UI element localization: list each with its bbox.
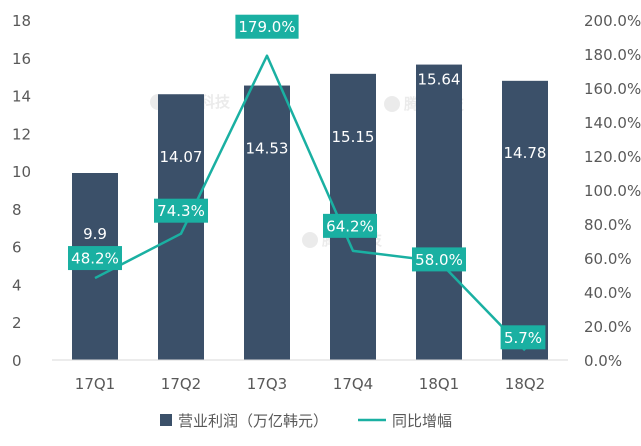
line-value-label: 58.0%: [415, 251, 463, 269]
bar-value-label: 9.9: [83, 225, 107, 243]
x-tick-label: 17Q2: [161, 375, 201, 393]
y-right-tick-label: 60.0%: [584, 250, 632, 268]
bar-17Q2: [158, 94, 204, 360]
x-tick-label: 18Q1: [419, 375, 459, 393]
bar-18Q2: [502, 80, 548, 361]
x-tick-label: 18Q2: [505, 375, 545, 393]
y-right-tick-label: 120.0%: [584, 148, 641, 166]
y-left-tick-label: 18: [12, 12, 31, 30]
bar-value-label: 14.53: [246, 140, 289, 158]
y-right-tick-label: 100.0%: [584, 182, 641, 200]
y-left-tick-label: 2: [12, 314, 22, 332]
bar-value-label: 15.64: [418, 71, 461, 89]
y-right-tick-label: 40.0%: [584, 284, 632, 302]
x-tick-label: 17Q1: [75, 375, 115, 393]
line-value-label: 74.3%: [157, 202, 205, 220]
y-right-tick-label: 80.0%: [584, 216, 632, 234]
line-label-box: [500, 325, 546, 350]
y-right-tick-label: 200.0%: [584, 12, 641, 30]
legend-label-bar: 营业利润（万亿韩元）: [178, 412, 328, 430]
bar-value-label: 14.78: [504, 144, 547, 162]
y-right-tick-label: 0.0%: [584, 352, 622, 370]
y-right-tick-label: 180.0%: [584, 46, 641, 64]
y-left-tick-label: 16: [12, 50, 31, 68]
legend-swatch-bar: [160, 414, 172, 426]
line-label-box: [412, 247, 466, 272]
line-label-box: [68, 246, 122, 271]
line-label-box: [235, 14, 299, 39]
bar-17Q3: [244, 85, 290, 361]
bar-18Q1: [416, 64, 462, 361]
line-series-yoy: [94, 54, 526, 352]
y-left-tick-label: 14: [12, 88, 31, 106]
y-right-tick-label: 160.0%: [584, 80, 641, 98]
line-label-box: [154, 198, 208, 223]
y-right-tick-label: 140.0%: [584, 114, 641, 132]
y-left-tick-label: 8: [12, 201, 22, 219]
y-left-tick-label: 6: [12, 239, 22, 257]
y-left-tick-label: 0: [12, 352, 22, 370]
y-left-tick-label: 10: [12, 163, 31, 181]
x-tick-label: 17Q4: [333, 375, 373, 393]
bar-value-label: 15.15: [332, 128, 375, 146]
line-value-label: 48.2%: [71, 250, 119, 268]
y-left-tick-label: 12: [12, 125, 31, 143]
line-label-box: [323, 213, 377, 238]
y-right-tick-label: 20.0%: [584, 318, 632, 336]
line-value-label: 179.0%: [238, 18, 295, 36]
legend-label-line: 同比增幅: [392, 412, 452, 430]
line-value-label: 64.2%: [326, 217, 374, 235]
y-left-tick-label: 4: [12, 276, 22, 294]
x-tick-label: 17Q3: [247, 375, 287, 393]
line-value-label: 5.7%: [504, 329, 542, 347]
bar-value-label: 14.07: [160, 148, 203, 166]
